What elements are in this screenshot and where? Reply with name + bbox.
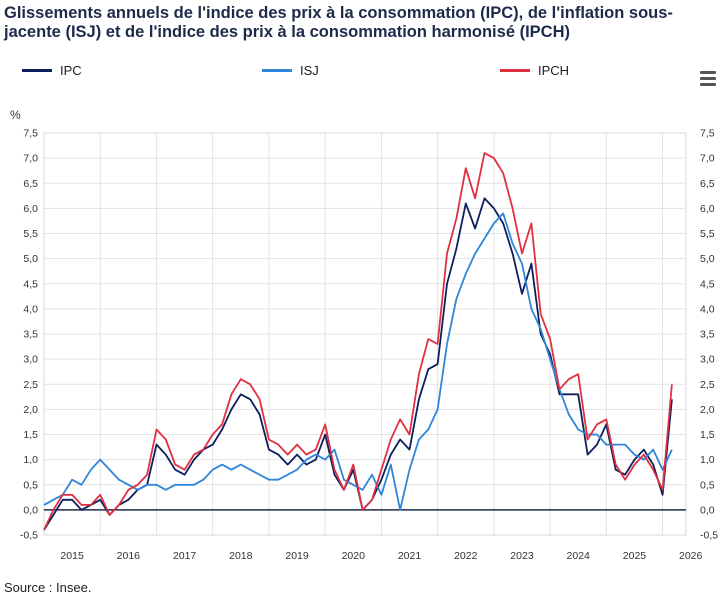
legend-item-isj[interactable]: ISJ bbox=[262, 63, 319, 78]
y-tick-label-left: 7,5 bbox=[23, 128, 38, 140]
y-tick-label-left: 2,0 bbox=[23, 404, 38, 416]
hamburger-menu-icon[interactable] bbox=[700, 71, 716, 87]
x-tick-label: 2015 bbox=[60, 550, 84, 562]
line-chart: -0,5 0,0 0,5 1,0 1,5 2,0 2,5 3,0 3,5 4,0 4,5 5,0 5,5… bbox=[20, 128, 718, 563]
legend-swatch-isj bbox=[262, 69, 292, 72]
x-tick-label: 2022 bbox=[454, 550, 478, 562]
x-tick-label: 2023 bbox=[510, 550, 534, 562]
legend-swatch-ipch bbox=[500, 69, 530, 72]
x-tick-label: 2019 bbox=[285, 550, 309, 562]
chart-title: Glissements annuels de l'indice des prix… bbox=[4, 4, 673, 41]
y-tick-label-right: 5,5 bbox=[700, 228, 715, 240]
y-tick-label-right: -0,5 bbox=[700, 530, 718, 542]
y-tick-label-left: -0,5 bbox=[20, 530, 38, 542]
source-note: Source : Insee. bbox=[4, 580, 92, 595]
y-tick-label-right: 0,0 bbox=[700, 504, 715, 516]
y-tick-label-left: 0,5 bbox=[23, 479, 38, 491]
y-tick-label-right: 6,5 bbox=[700, 178, 715, 190]
x-tick-label: 2017 bbox=[173, 550, 197, 562]
y-tick-label-left: 3,0 bbox=[23, 354, 38, 366]
legend-item-ipch[interactable]: IPCH bbox=[500, 63, 569, 78]
y-tick-label-left: 2,5 bbox=[23, 379, 38, 391]
series-line-ipch[interactable] bbox=[43, 152, 673, 531]
x-tick-label: 2021 bbox=[398, 550, 422, 562]
legend: IPC ISJ IPCH bbox=[0, 63, 728, 85]
y-tick-label-left: 1,0 bbox=[23, 454, 38, 466]
legend-swatch-ipc bbox=[22, 69, 52, 72]
y-tick-label-right: 1,0 bbox=[700, 454, 715, 466]
y-tick-label-right: 5,0 bbox=[700, 253, 715, 265]
x-tick-label: 2026 bbox=[679, 550, 703, 562]
y-tick-label-right: 6,0 bbox=[700, 203, 715, 215]
x-tick-label: 2016 bbox=[117, 550, 141, 562]
y-tick-label-right: 4,0 bbox=[700, 303, 715, 315]
y-tick-label-left: 5,0 bbox=[23, 253, 38, 265]
y-tick-label-left: 4,0 bbox=[23, 303, 38, 315]
series-line-isj[interactable] bbox=[43, 212, 673, 511]
x-tick-label: 2020 bbox=[342, 550, 366, 562]
legend-label-isj: ISJ bbox=[300, 63, 319, 78]
legend-label-ipch: IPCH bbox=[538, 63, 570, 78]
y-tick-label-left: 5,5 bbox=[23, 228, 38, 240]
series-line-ipc[interactable] bbox=[43, 197, 673, 531]
y-tick-label-left: 6,0 bbox=[23, 203, 38, 215]
y-tick-label-left: 0,0 bbox=[23, 504, 38, 516]
x-tick-label: 2018 bbox=[229, 550, 253, 562]
y-tick-label-left: 7,0 bbox=[23, 153, 38, 165]
y-tick-label-left: 4,5 bbox=[23, 278, 38, 290]
y-tick-label-right: 0,5 bbox=[700, 479, 715, 491]
y-tick-label-left: 6,5 bbox=[23, 178, 38, 190]
y-tick-label-right: 2,5 bbox=[700, 379, 715, 391]
y-tick-label-right: 4,5 bbox=[700, 278, 715, 290]
y-tick-label-right: 7,5 bbox=[700, 128, 715, 140]
x-tick-label: 2024 bbox=[567, 550, 591, 562]
legend-item-ipc[interactable]: IPC bbox=[22, 63, 82, 78]
x-tick-label: 2025 bbox=[623, 550, 647, 562]
y-tick-label-right: 7,0 bbox=[700, 153, 715, 165]
y-tick-label-right: 1,5 bbox=[700, 429, 715, 441]
y-tick-label-right: 3,0 bbox=[700, 354, 715, 366]
y-tick-label-left: 1,5 bbox=[23, 429, 38, 441]
y-tick-label-right: 3,5 bbox=[700, 329, 715, 341]
plot-frame bbox=[43, 132, 687, 536]
y-tick-label-right: 2,0 bbox=[700, 404, 715, 416]
y-axis-unit: % bbox=[10, 108, 21, 122]
legend-label-ipc: IPC bbox=[60, 63, 82, 78]
y-tick-label-left: 3,5 bbox=[23, 329, 38, 341]
